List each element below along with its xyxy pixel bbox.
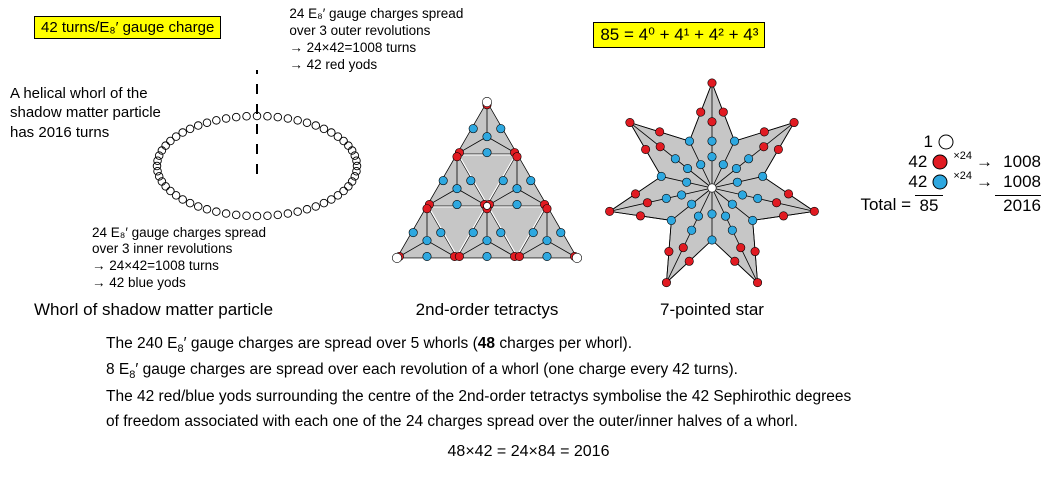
lower-small-line: over 3 inner revolutions — [92, 241, 266, 258]
blue-dot-icon — [931, 173, 949, 191]
lower-small-line: 24 E₈′ gauge charges spread — [92, 225, 266, 242]
legend-total-label: Total = — [860, 195, 911, 215]
body-paragraph: The 240 E8′ gauge charges are spread ove… — [106, 334, 986, 434]
whorl-desc-line: has 2016 turns — [10, 123, 161, 143]
para-text: 8 E — [106, 361, 129, 378]
upper-small-text: 24 E₈′ gauge charges spread over 3 outer… — [289, 6, 463, 74]
legend-arrow: ×24 — [953, 150, 972, 162]
para-text: The 42 red/blue yods surrounding the cen… — [106, 387, 986, 408]
tetractys-graphic — [387, 92, 587, 282]
para-text: ′ gauge charges are spread over 5 whorls… — [184, 335, 478, 352]
highlight-box-2-text: 85 = 4⁰ + 4¹ + 4² + 4³ — [600, 25, 758, 44]
highlight-box-2: 85 = 4⁰ + 4¹ + 4² + 4³ — [593, 22, 765, 48]
bottom-equation: 48×42 = 24×84 = 2016 — [12, 441, 1045, 463]
legend-value: 42 — [897, 152, 927, 172]
legend-arrow: ×24 — [953, 170, 972, 182]
label-star: 7-pointed star — [592, 300, 832, 320]
label-tetractys: 2nd-order tetractys — [382, 300, 592, 320]
upper-small-line: over 3 outer revolutions — [289, 23, 463, 40]
upper-small-line: → 24×42=1008 turns — [289, 40, 463, 57]
upper-small-line: 24 E₈′ gauge charges spread — [289, 6, 463, 23]
legend-value: 42 — [897, 172, 927, 192]
label-whorl: Whorl of shadow matter particle — [12, 300, 382, 320]
legend-value: 1 — [903, 132, 933, 152]
lower-small-line: → 24×42=1008 turns — [92, 258, 266, 275]
para-text: charges per whorl). — [495, 335, 632, 352]
red-dot-icon — [931, 153, 949, 171]
para-text: The 240 E — [106, 335, 178, 352]
lower-small-line: → 42 blue yods — [92, 275, 266, 292]
legend-out: 1008 — [997, 172, 1041, 192]
legend-total-left: 85 — [915, 195, 943, 216]
legend: 1 42 ×24 → 1008 42 ×24 → 1008 Total = 85… — [832, 132, 1045, 296]
whorl-desc-line: shadow matter particle — [10, 103, 161, 123]
legend-out: 1008 — [997, 152, 1041, 172]
whorl-description: A helical whorl of the shadow matter par… — [10, 84, 161, 143]
para-text: ′ gauge charges are spread over each rev… — [135, 361, 738, 378]
highlight-box-1: 42 turns/E₈′ gauge charge — [34, 16, 221, 39]
para-bold: 48 — [478, 335, 495, 352]
whorl-desc-line: A helical whorl of the — [10, 84, 161, 104]
lower-small-text: 24 E₈′ gauge charges spread over 3 inner… — [92, 225, 266, 293]
legend-total-right: 2016 — [995, 195, 1041, 216]
para-text: of freedom associated with each one of t… — [106, 412, 986, 433]
star-graphic — [597, 76, 827, 296]
highlight-box-1-text: 42 turns/E₈′ gauge charge — [41, 19, 214, 36]
white-dot-icon — [937, 133, 955, 151]
